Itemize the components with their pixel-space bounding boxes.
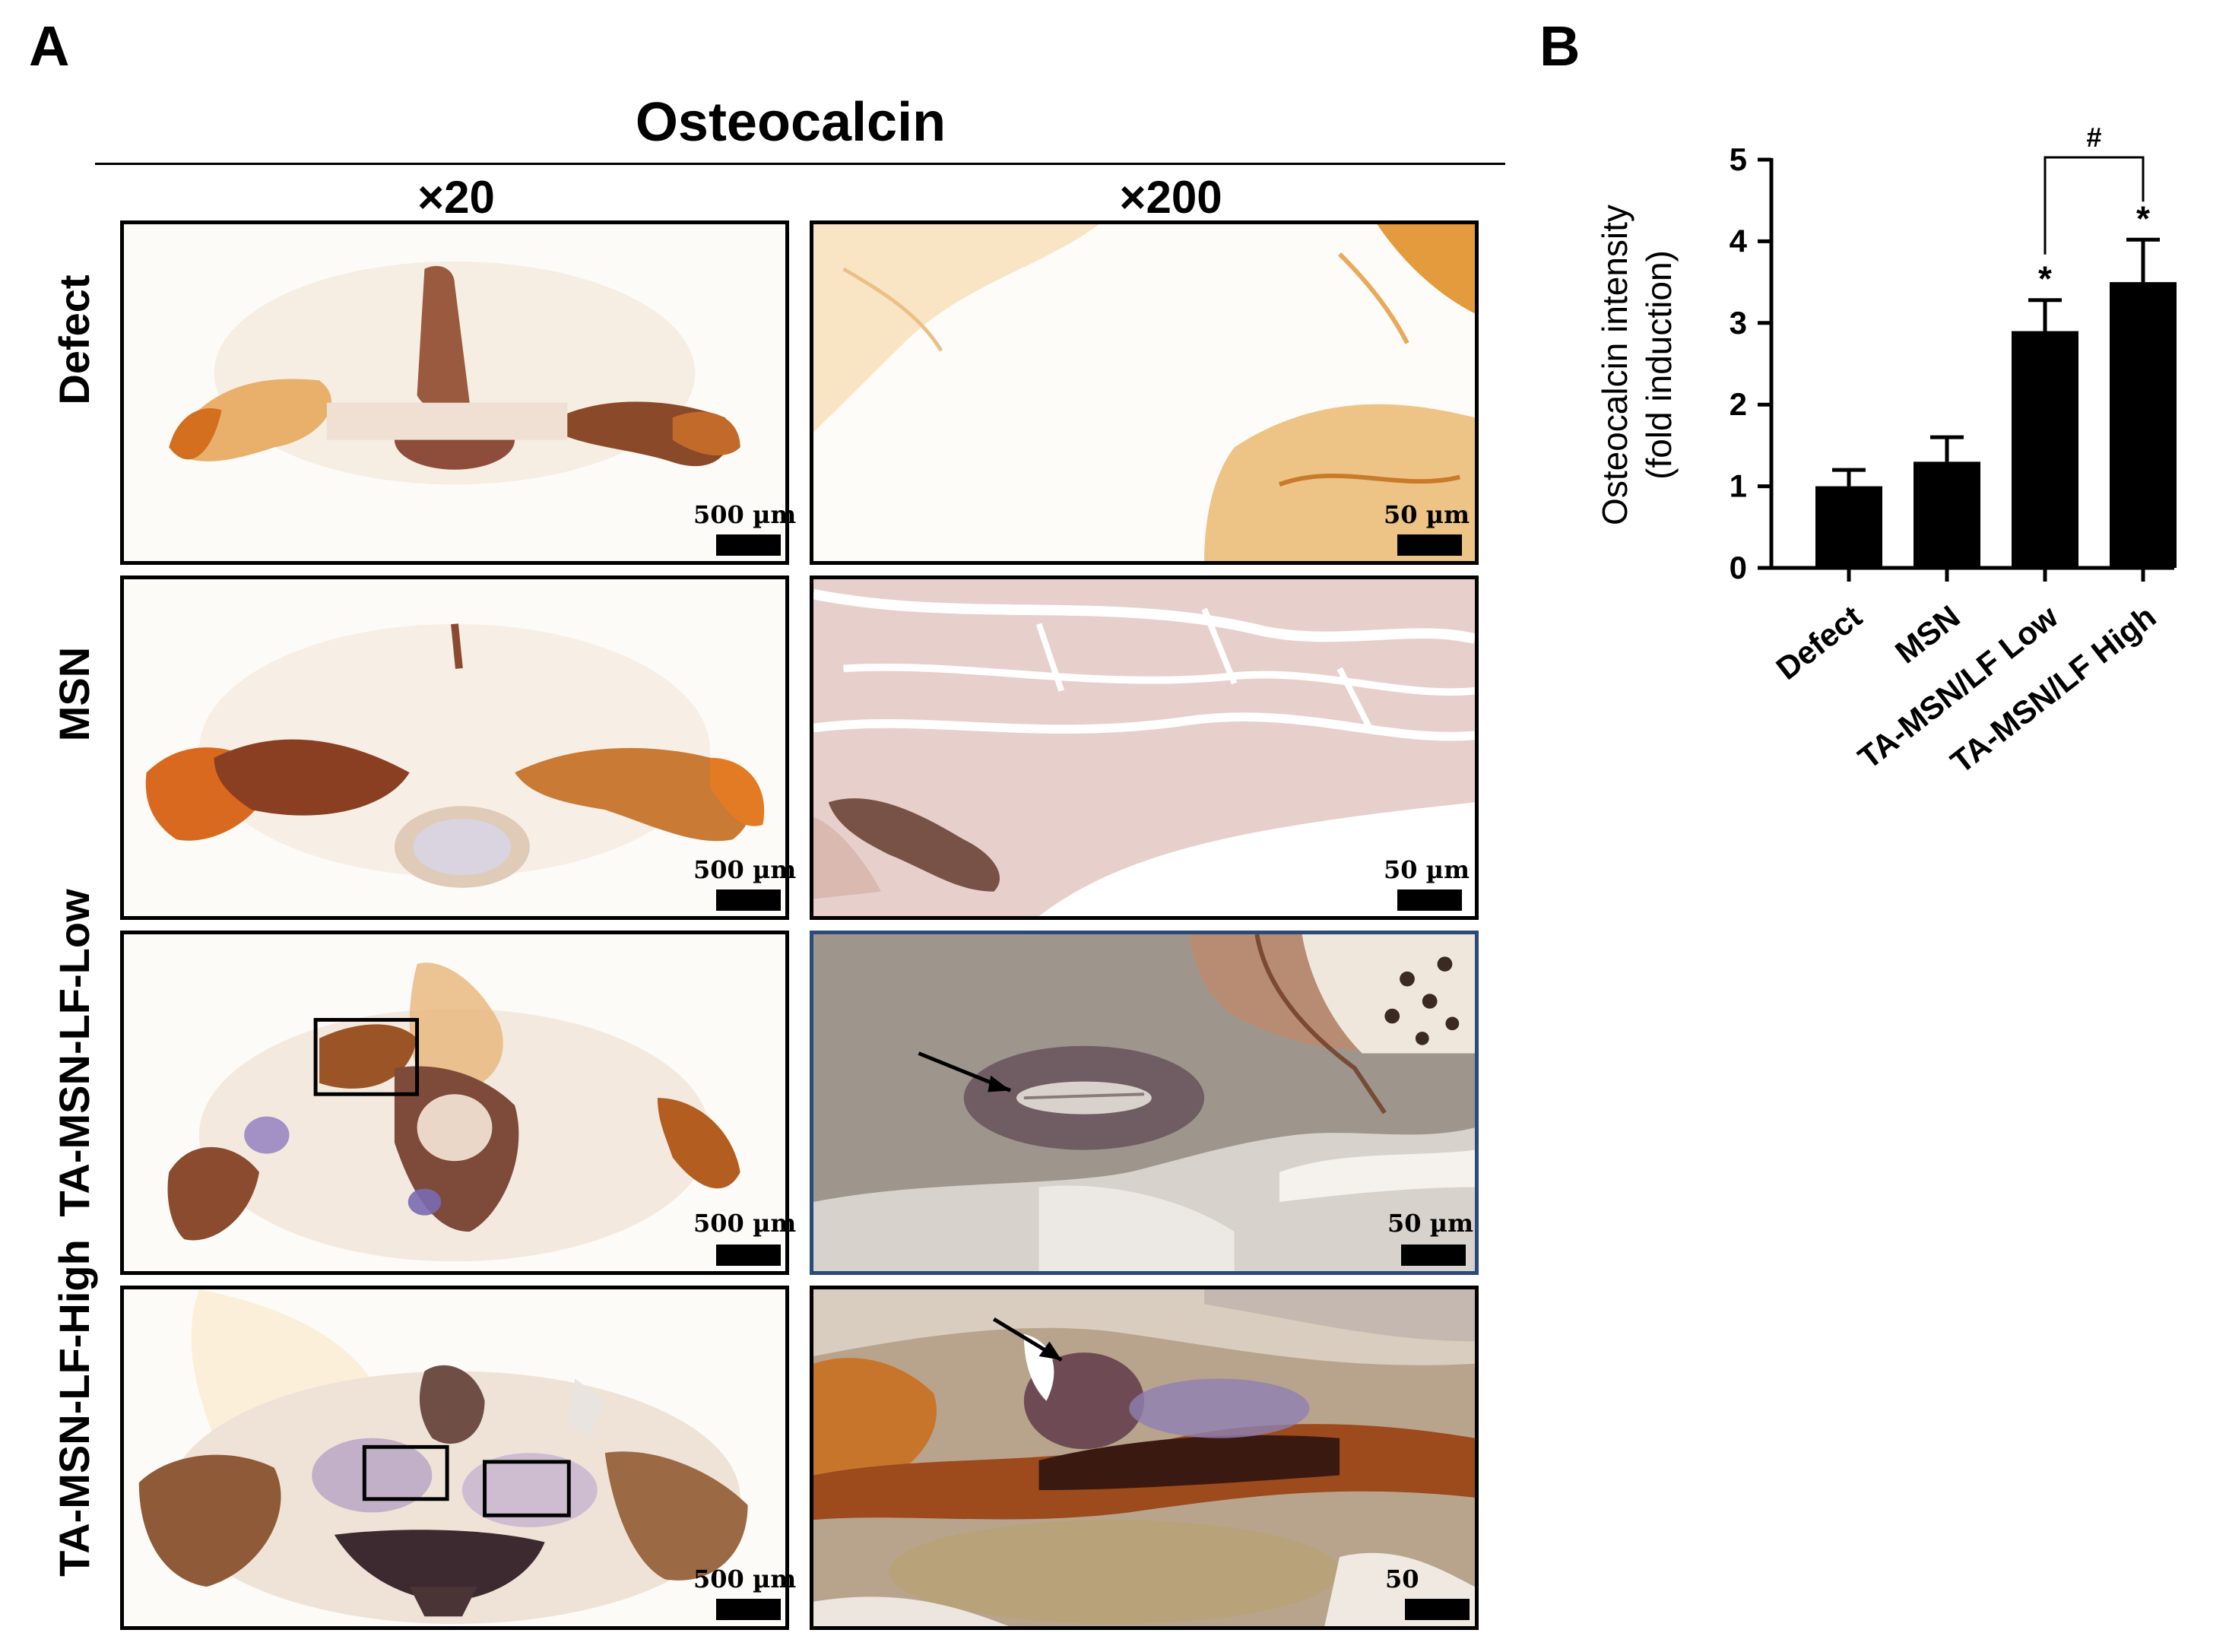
micrograph-msn-x200 (810, 576, 1479, 920)
micrograph-ta-msn-lf-high-x20 (120, 1286, 789, 1630)
bar (2012, 331, 2078, 568)
y-tick-label: 1 (1730, 468, 1747, 504)
bar (1914, 461, 1980, 568)
scale-label-msn-x200: 50 µm (1384, 855, 1470, 884)
y-tick-label: 5 (1730, 141, 1747, 177)
micrograph-defect-x200 (810, 220, 1479, 565)
micrograph-defect-x20 (120, 220, 789, 565)
scale-label-ta-msn-lf-high-x20: 500 µm (693, 1565, 797, 1593)
bracket-label: # (2086, 122, 2101, 153)
micrograph-ta-msn-lf-low-x20 (120, 931, 789, 1275)
scale-bar-ta-msn-lf-high-x200 (1405, 1599, 1470, 1620)
scale-bar-msn-x20 (716, 889, 781, 911)
scale-bar-ta-msn-lf-low-x200 (1401, 1245, 1466, 1266)
significance-mark: * (2038, 259, 2052, 299)
y-tick-label: 3 (1730, 305, 1747, 341)
scale-label-ta-msn-lf-low-x200: 50 µm (1387, 1209, 1473, 1238)
scale-label-ta-msn-lf-high-x200: 50 (1385, 1565, 1419, 1593)
scale-bar-ta-msn-lf-high-x20 (716, 1599, 781, 1620)
x-tick-label: Defect (1769, 598, 1868, 686)
micrograph-msn-x20 (120, 576, 789, 920)
panel-a-letter: A (29, 14, 70, 78)
micrograph-ta-msn-lf-high-x200 (810, 1286, 1479, 1630)
significance-mark: * (2136, 198, 2150, 238)
row-label-ta-msn-lf-low: TA-MSN-LF-Low (50, 889, 98, 1217)
y-tick-label: 2 (1730, 386, 1747, 422)
osteocalcin-bar-chart: Osteocalcin intensity (fold induction) 0 1… (1595, 122, 2177, 780)
y-tick-label: 4 (1730, 223, 1748, 258)
bar (2110, 282, 2177, 568)
scale-bar-defect-x20 (716, 534, 781, 556)
y-tick-label: 0 (1730, 550, 1747, 585)
x-tick-label: MSN (1888, 598, 1966, 671)
scale-bar-ta-msn-lf-low-x20 (716, 1245, 781, 1266)
title-rule (95, 163, 1505, 165)
column-header-x200: ×200 (1119, 172, 1222, 223)
significance-bracket (2044, 156, 2145, 255)
column-header-x20: ×20 (417, 172, 495, 223)
scale-bar-defect-x200 (1397, 534, 1462, 556)
scale-label-defect-x200: 50 µm (1384, 500, 1470, 529)
panel-b-letter: B (1539, 14, 1581, 78)
bar (1815, 486, 1882, 568)
row-label-ta-msn-lf-high: TA-MSN-LF-High (50, 1239, 98, 1577)
y-axis-label-line: Osteocalcin intensity (1595, 205, 1634, 525)
scale-label-ta-msn-lf-low-x20: 500 µm (693, 1209, 797, 1238)
row-label-msn: MSN (50, 646, 98, 742)
micrograph-ta-msn-lf-low-x200 (810, 931, 1479, 1275)
y-axis-label-line: (fold induction) (1639, 250, 1679, 480)
scale-label-defect-x20: 500 µm (693, 500, 797, 529)
row-label-defect: Defect (50, 274, 98, 405)
scale-label-msn-x20: 500 µm (693, 855, 797, 884)
figure-title: Osteocalcin (635, 92, 946, 153)
scale-bar-msn-x200 (1397, 889, 1462, 911)
y-axis-label: Osteocalcin intensity (fold induction) (1595, 205, 1679, 525)
